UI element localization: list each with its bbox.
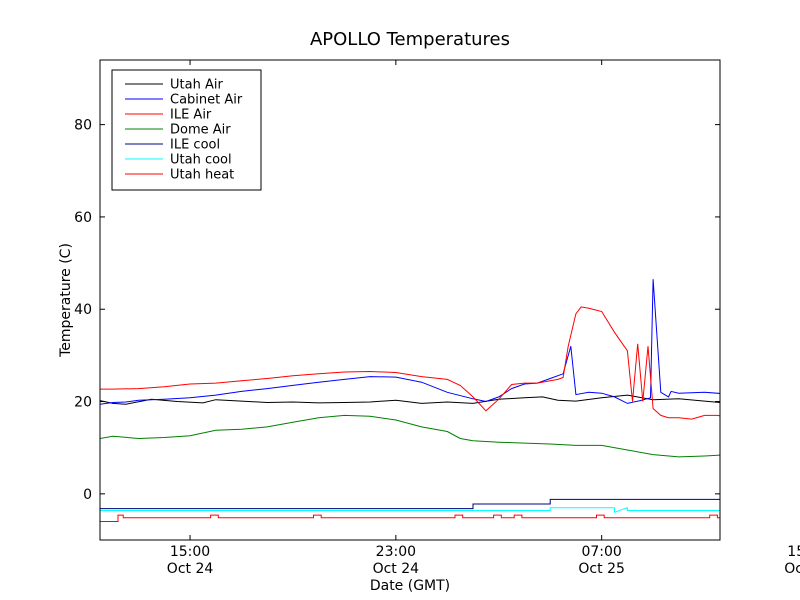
series-line-dome-air bbox=[100, 414, 720, 458]
x-tick-label-time: 15:00 bbox=[787, 544, 800, 560]
y-tick-label: 40 bbox=[74, 302, 92, 318]
series-line-utah-cool bbox=[100, 506, 720, 514]
chart-title: APOLLO Temperatures bbox=[310, 29, 510, 50]
y-tick-label: 20 bbox=[74, 395, 92, 411]
series-line-ile-air bbox=[100, 306, 720, 420]
x-tick-label-date: Oct 24 bbox=[373, 561, 420, 577]
series-line-utah-heat bbox=[100, 514, 720, 522]
y-tick-label: 80 bbox=[74, 118, 92, 134]
x-tick-label-time: 23:00 bbox=[376, 544, 416, 560]
series-line-cabinet-air bbox=[100, 279, 720, 405]
y-tick-label: 60 bbox=[74, 210, 92, 226]
legend-label-utah-air: Utah Air bbox=[170, 78, 223, 93]
x-tick-label-date: Oct 25 bbox=[578, 561, 624, 577]
legend-label-cabinet-air: Cabinet Air bbox=[170, 93, 243, 108]
series-layer bbox=[100, 279, 720, 522]
legend-label-dome-air: Dome Air bbox=[170, 123, 231, 138]
series-line-ile-cool bbox=[100, 498, 720, 510]
x-tick-label-date: Oct 25 bbox=[784, 561, 800, 577]
legend-label-utah-cool: Utah cool bbox=[170, 153, 232, 168]
series-line-utah-air bbox=[100, 394, 720, 405]
x-tick-label-time: 07:00 bbox=[581, 544, 621, 560]
y-tick-label: 0 bbox=[83, 487, 92, 503]
x-tick-label-time: 15:00 bbox=[170, 544, 210, 560]
legend-label-ile-air: ILE Air bbox=[170, 108, 212, 123]
legend-label-utah-heat: Utah heat bbox=[170, 168, 234, 183]
y-axis-label: Temperature (C) bbox=[58, 243, 74, 358]
plot-frame bbox=[99, 59, 721, 541]
x-tick-label-date: Oct 24 bbox=[167, 561, 214, 577]
legend-label-ile-cool: ILE cool bbox=[170, 138, 220, 153]
legend-box bbox=[111, 69, 262, 191]
x-axis-label: Date (GMT) bbox=[370, 578, 450, 594]
